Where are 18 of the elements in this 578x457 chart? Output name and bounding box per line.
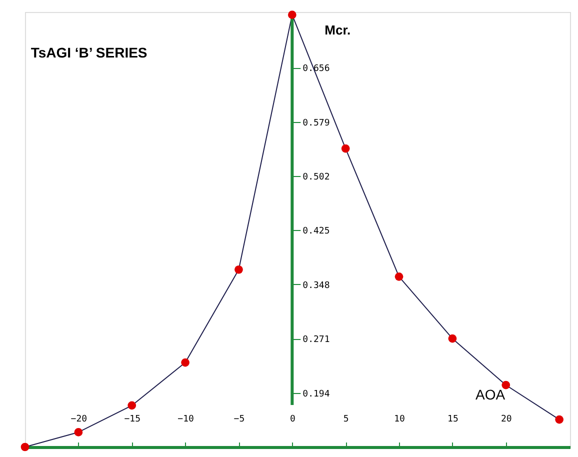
x-tick-label: −20 bbox=[70, 414, 88, 424]
x-tick-label: 15 bbox=[448, 414, 458, 424]
x-tick-label: 10 bbox=[394, 414, 405, 424]
x-tick-label: −15 bbox=[124, 414, 140, 424]
y-tick-label: 0.425 bbox=[302, 226, 330, 237]
y-tick-label: 0.348 bbox=[302, 280, 330, 291]
y-tick-label: 0.502 bbox=[302, 172, 330, 183]
x-tick-label: 20 bbox=[500, 414, 512, 424]
y-axis-title: Mcr. bbox=[324, 22, 351, 38]
x-tick-label: 0 bbox=[290, 414, 296, 424]
text: TsAGI ‘B’ SERIES bbox=[30, 44, 148, 60]
y-tick-label: 0.579 bbox=[302, 118, 330, 128]
x-axis-title: AOA bbox=[476, 386, 506, 402]
x-tick-label: −10 bbox=[178, 414, 194, 424]
x-tick-label: −5 bbox=[234, 414, 245, 424]
x-tick-label: 5 bbox=[343, 414, 349, 424]
y-tick-label: 0.194 bbox=[302, 389, 330, 400]
y-tick-label: 0.271 bbox=[302, 335, 330, 346]
